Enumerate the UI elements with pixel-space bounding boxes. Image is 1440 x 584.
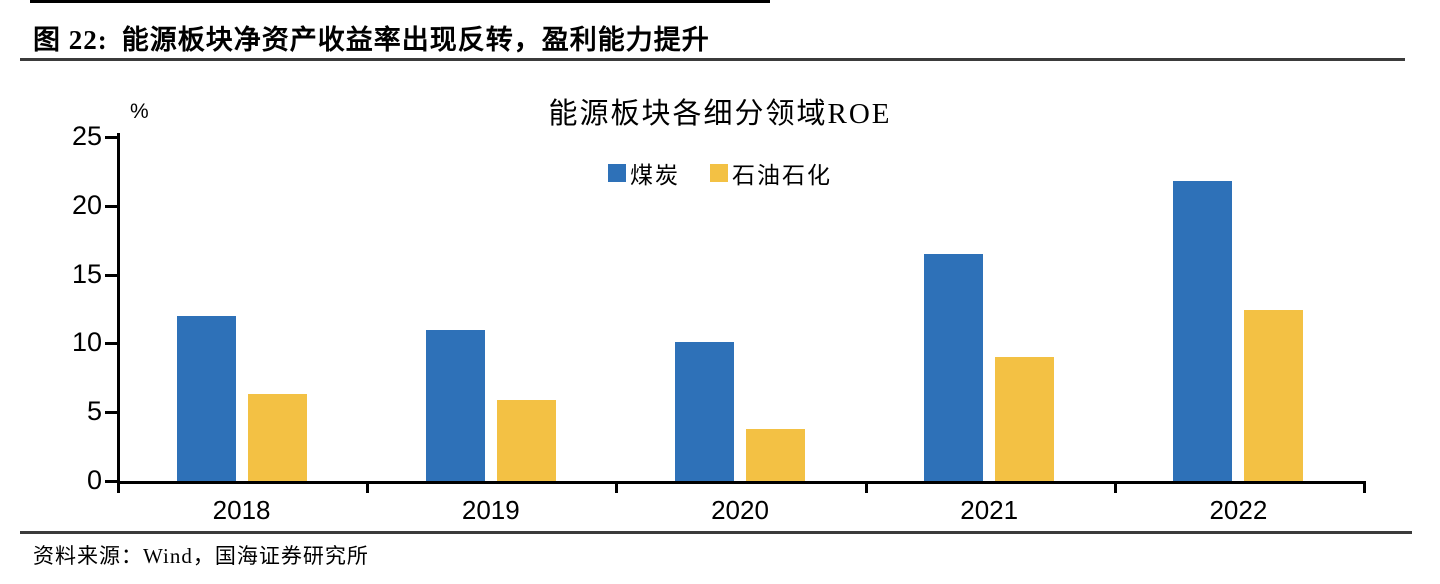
y-axis-tick-10 <box>105 342 117 346</box>
caption-bottom-rule <box>20 58 1405 61</box>
y-axis-tick-0 <box>105 480 117 483</box>
bar-coal-2022 <box>1173 181 1233 481</box>
bar-oil-2019 <box>496 399 556 481</box>
bar-oil-2022 <box>1244 310 1304 481</box>
y-axis-line <box>117 133 120 484</box>
x-axis-label-2019: 2019 <box>461 495 520 525</box>
y-axis-label-10: 10 <box>71 327 102 358</box>
bar-oil-2021 <box>995 357 1055 481</box>
y-axis-unit-label: % <box>130 100 149 123</box>
legend-item-oil: 石油石化 <box>710 156 832 190</box>
bar-coal-2021 <box>924 253 984 481</box>
x-axis-label-2021: 2021 <box>960 495 1019 525</box>
x-axis-label-2022: 2022 <box>1209 495 1268 525</box>
figure-caption: 图 22: 能源板块净资产收益率出现反转，盈利能力提升 <box>33 18 710 57</box>
figure-title: 能源板块净资产收益率出现反转，盈利能力提升 <box>121 25 710 55</box>
legend-swatch-icon <box>608 164 626 182</box>
legend-item-coal: 煤炭 <box>608 156 680 190</box>
figure-number-label: 图 22: <box>33 25 108 55</box>
y-axis-tick-20 <box>105 204 117 208</box>
y-axis-label-5: 5 <box>86 396 102 427</box>
bar-oil-2020 <box>746 428 805 481</box>
legend-swatch-icon <box>710 164 728 182</box>
chart-legend: 煤炭 石油石化 <box>0 156 1440 190</box>
x-axis-tick-0 <box>117 481 120 493</box>
x-axis-tick-2 <box>615 481 619 493</box>
x-axis-label-2018: 2018 <box>212 495 271 525</box>
y-axis-label-15: 15 <box>71 258 102 289</box>
footer-rule <box>20 531 1412 534</box>
bar-oil-2018 <box>247 394 307 481</box>
x-axis-tick-4 <box>1113 481 1117 493</box>
caption-top-rule <box>30 0 770 3</box>
x-axis-line <box>117 481 1366 484</box>
y-axis-tick-25 <box>105 136 117 139</box>
y-axis-label-25: 25 <box>71 121 102 151</box>
x-axis-tick-1 <box>366 481 370 493</box>
legend-label: 石油石化 <box>732 163 832 188</box>
y-axis-label-20: 20 <box>71 189 102 220</box>
bar-coal-2018 <box>176 315 236 481</box>
legend-label: 煤炭 <box>630 163 680 188</box>
y-axis-tick-15 <box>105 273 117 277</box>
chart-title: 能源板块各细分领域ROE <box>548 98 892 130</box>
bar-coal-2019 <box>425 329 485 481</box>
y-axis-label-0: 0 <box>86 465 102 495</box>
source-note: 资料来源：Wind，国海证券研究所 <box>33 544 369 568</box>
bar-coal-2020 <box>675 342 734 481</box>
y-axis-tick-5 <box>105 411 117 415</box>
x-axis-tick-5 <box>1363 481 1366 493</box>
x-axis-tick-3 <box>864 481 868 493</box>
x-axis-label-2020: 2020 <box>711 495 769 525</box>
